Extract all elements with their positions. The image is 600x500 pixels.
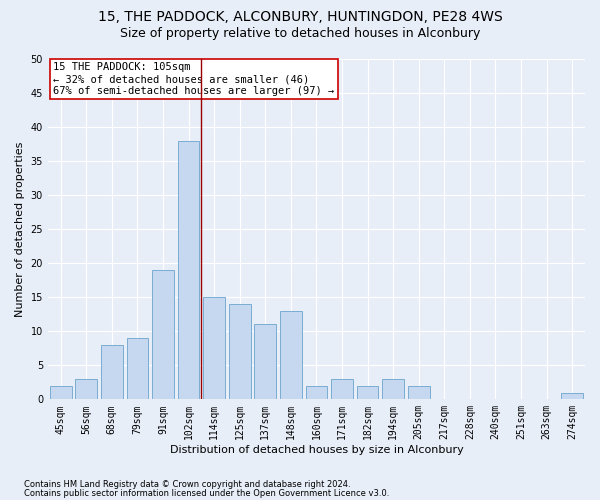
- Text: Contains HM Land Registry data © Crown copyright and database right 2024.: Contains HM Land Registry data © Crown c…: [24, 480, 350, 489]
- Bar: [408, 386, 430, 400]
- Bar: [382, 379, 404, 400]
- Bar: [280, 311, 302, 400]
- X-axis label: Distribution of detached houses by size in Alconbury: Distribution of detached houses by size …: [170, 445, 463, 455]
- Text: Size of property relative to detached houses in Alconbury: Size of property relative to detached ho…: [120, 28, 480, 40]
- Bar: [229, 304, 251, 400]
- Bar: [203, 297, 225, 400]
- Bar: [127, 338, 148, 400]
- Bar: [562, 392, 583, 400]
- Text: 15 THE PADDOCK: 105sqm
← 32% of detached houses are smaller (46)
67% of semi-det: 15 THE PADDOCK: 105sqm ← 32% of detached…: [53, 62, 335, 96]
- Bar: [331, 379, 353, 400]
- Bar: [101, 345, 123, 400]
- Bar: [254, 324, 276, 400]
- Bar: [305, 386, 328, 400]
- Text: Contains public sector information licensed under the Open Government Licence v3: Contains public sector information licen…: [24, 488, 389, 498]
- Bar: [178, 140, 199, 400]
- Bar: [76, 379, 97, 400]
- Text: 15, THE PADDOCK, ALCONBURY, HUNTINGDON, PE28 4WS: 15, THE PADDOCK, ALCONBURY, HUNTINGDON, …: [98, 10, 502, 24]
- Bar: [50, 386, 71, 400]
- Bar: [357, 386, 379, 400]
- Y-axis label: Number of detached properties: Number of detached properties: [15, 142, 25, 317]
- Bar: [152, 270, 174, 400]
